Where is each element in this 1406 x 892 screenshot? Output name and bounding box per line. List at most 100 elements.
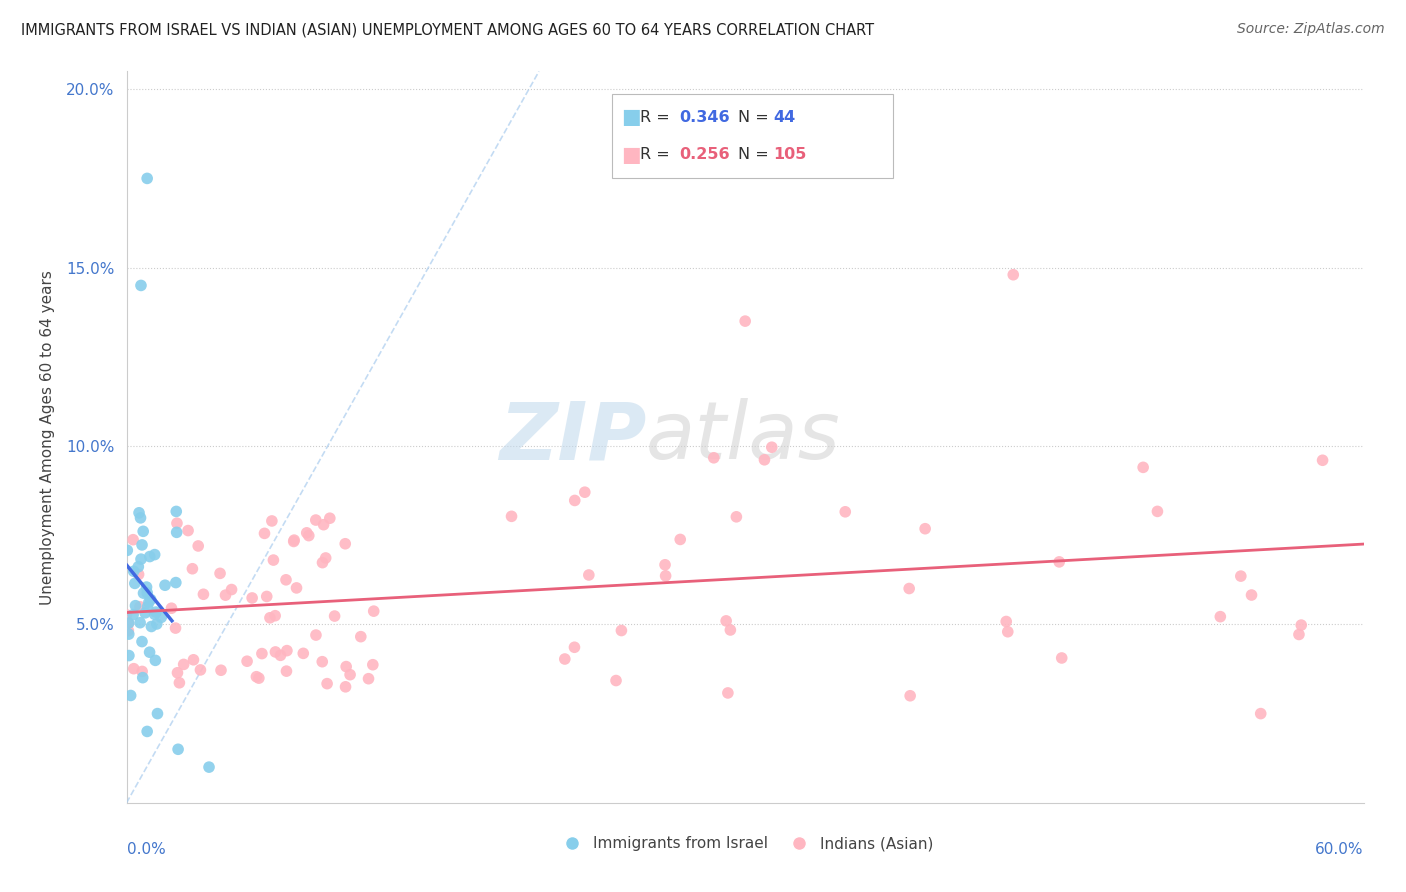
Point xyxy=(339,667,361,681)
Point xyxy=(153,578,176,592)
Point xyxy=(131,665,153,679)
Point xyxy=(335,537,357,551)
Point xyxy=(143,548,166,562)
Point xyxy=(236,654,259,668)
Point xyxy=(260,514,283,528)
Point xyxy=(357,672,380,686)
Text: Source: ZipAtlas.com: Source: ZipAtlas.com xyxy=(1237,22,1385,37)
Point xyxy=(564,640,586,655)
Point xyxy=(143,607,166,622)
Point xyxy=(298,528,321,542)
Point xyxy=(124,576,146,591)
Point xyxy=(214,588,236,602)
Point xyxy=(122,564,145,578)
Point xyxy=(193,587,215,601)
Point xyxy=(761,440,783,454)
Point xyxy=(361,657,384,672)
Point xyxy=(145,605,167,619)
Point xyxy=(198,760,221,774)
Text: R =: R = xyxy=(640,110,675,125)
Point xyxy=(117,616,139,631)
Point xyxy=(316,676,339,690)
Text: 0.346: 0.346 xyxy=(679,110,730,125)
Point xyxy=(131,538,153,552)
Point xyxy=(834,505,856,519)
Point xyxy=(122,607,145,622)
Point xyxy=(129,615,152,630)
Point xyxy=(165,575,187,590)
Point xyxy=(754,452,776,467)
Point xyxy=(139,592,162,607)
Point xyxy=(136,171,159,186)
Point xyxy=(725,509,748,524)
Point xyxy=(169,675,191,690)
Point xyxy=(129,599,152,614)
Point xyxy=(285,581,308,595)
Point xyxy=(131,634,153,648)
Point xyxy=(734,314,756,328)
Point xyxy=(122,533,145,547)
Point xyxy=(1050,651,1073,665)
Point xyxy=(128,506,150,520)
Y-axis label: Unemployment Among Ages 60 to 64 years: Unemployment Among Ages 60 to 64 years xyxy=(41,269,55,605)
Legend: Immigrants from Israel, Indians (Asian): Immigrants from Israel, Indians (Asian) xyxy=(551,830,939,857)
Point xyxy=(1002,268,1025,282)
Point xyxy=(253,526,276,541)
Point xyxy=(350,630,373,644)
Point xyxy=(1240,588,1263,602)
Point xyxy=(1146,504,1168,518)
Point xyxy=(292,646,315,660)
Point xyxy=(177,524,200,538)
Text: N =: N = xyxy=(738,147,775,162)
Point xyxy=(363,604,385,618)
Point xyxy=(501,509,523,524)
Point xyxy=(136,586,159,600)
Text: ■: ■ xyxy=(621,107,641,128)
Point xyxy=(898,582,921,596)
Point xyxy=(117,616,139,631)
Point xyxy=(118,627,141,641)
Point xyxy=(1288,627,1310,641)
Point xyxy=(305,628,328,642)
Point xyxy=(173,657,195,672)
Point xyxy=(718,623,741,637)
Point xyxy=(319,511,342,525)
Point xyxy=(654,569,676,583)
Text: 0.0%: 0.0% xyxy=(127,842,166,856)
Point xyxy=(269,648,291,663)
Point xyxy=(166,516,188,531)
Point xyxy=(312,517,335,532)
Point xyxy=(703,450,725,465)
Point xyxy=(135,580,157,594)
Point xyxy=(129,511,152,525)
Point xyxy=(183,653,205,667)
Point xyxy=(262,553,284,567)
Point xyxy=(146,617,169,632)
Point xyxy=(605,673,627,688)
Point xyxy=(139,549,162,564)
Point xyxy=(274,573,297,587)
Point xyxy=(136,724,159,739)
Point xyxy=(143,653,166,667)
Point xyxy=(1312,453,1334,467)
Point xyxy=(259,611,281,625)
Point xyxy=(311,556,333,570)
Point xyxy=(264,645,287,659)
Point xyxy=(610,624,633,638)
Point xyxy=(311,655,333,669)
Point xyxy=(283,534,305,549)
Point xyxy=(654,558,676,572)
Point xyxy=(117,624,139,638)
Text: 0.256: 0.256 xyxy=(679,147,730,162)
Point xyxy=(717,686,740,700)
Point xyxy=(127,559,149,574)
Point xyxy=(264,608,287,623)
Point xyxy=(315,551,337,566)
Point xyxy=(669,533,692,547)
Point xyxy=(898,689,921,703)
Point xyxy=(997,624,1019,639)
Point xyxy=(995,615,1018,629)
Point xyxy=(138,645,160,659)
Point xyxy=(247,671,270,685)
Point xyxy=(276,664,298,678)
